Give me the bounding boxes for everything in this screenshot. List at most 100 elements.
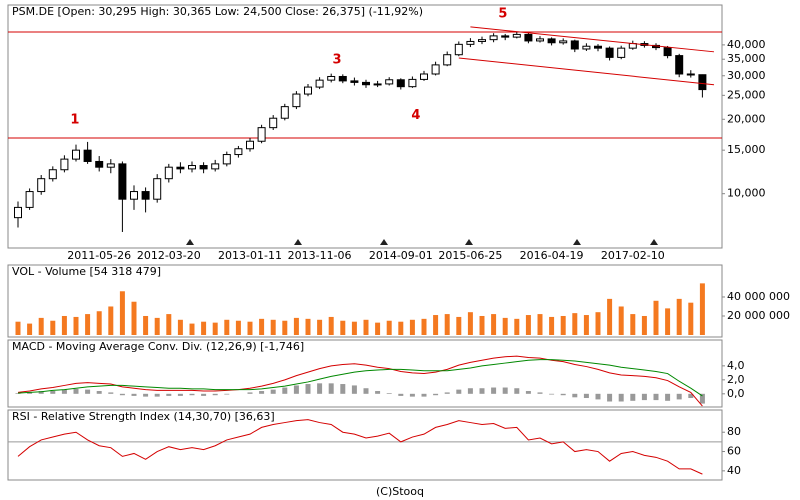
volume-bar xyxy=(235,320,241,335)
volume-bar xyxy=(305,318,311,335)
candle-body xyxy=(164,166,173,180)
histogram-bar xyxy=(131,393,137,396)
volume-bar xyxy=(630,314,636,335)
histogram-bar xyxy=(630,393,636,401)
histogram-bar xyxy=(108,392,114,394)
histogram-bar xyxy=(525,391,531,394)
histogram-bar xyxy=(560,393,566,396)
y-tick-label: 40,000 xyxy=(727,38,766,51)
volume-bar xyxy=(166,314,172,335)
histogram-bar xyxy=(282,387,288,394)
histogram-bar xyxy=(467,388,473,394)
volume-bar xyxy=(641,315,647,335)
volume-bar xyxy=(328,316,334,335)
histogram-bar xyxy=(73,388,79,394)
candle-body xyxy=(466,40,475,45)
histogram-bar xyxy=(119,393,125,396)
event-markers xyxy=(186,239,658,245)
candle-body xyxy=(37,178,46,193)
candle-body xyxy=(48,169,57,180)
x-tick-label: 2017-02-10 xyxy=(601,249,665,262)
candle-body xyxy=(269,117,278,129)
histogram-bar xyxy=(398,393,404,396)
candle-body xyxy=(280,106,289,119)
histogram-bar xyxy=(375,391,381,394)
histogram-bar xyxy=(618,393,624,402)
histogram-bar xyxy=(514,388,520,394)
candle-body xyxy=(246,140,254,150)
volume-bar xyxy=(317,319,323,335)
volume-bar xyxy=(27,323,33,335)
candle-body xyxy=(512,33,521,38)
histogram-bar xyxy=(224,393,230,395)
candle-body xyxy=(617,47,626,58)
candle-body xyxy=(211,163,220,170)
volume-bar xyxy=(177,319,183,335)
candle-body xyxy=(686,73,695,76)
volume-bar xyxy=(398,321,404,335)
volume-title: VOL - Volume [54 318 479] xyxy=(12,265,161,278)
y-tick-label: 2,0 xyxy=(727,373,745,386)
histogram-bar xyxy=(317,383,323,394)
y-tick-label: 80 xyxy=(727,425,741,438)
y-tick-label: 40 000 000 xyxy=(727,290,790,303)
candle-body xyxy=(396,79,405,88)
volume-bar xyxy=(409,319,415,335)
volume-bar xyxy=(421,318,427,335)
histogram-bar xyxy=(212,393,218,396)
volume-bar xyxy=(50,320,56,335)
candle-body xyxy=(95,160,104,168)
volume-bar xyxy=(456,316,462,335)
histogram-bar xyxy=(143,393,149,397)
candle-body xyxy=(257,127,266,142)
x-tick-label: 2013-11-06 xyxy=(288,249,352,262)
annotation: 3 xyxy=(332,52,341,67)
candle-body xyxy=(443,54,452,66)
volume-bar xyxy=(108,306,114,335)
histogram-bar xyxy=(456,389,462,394)
y-tick-label: 40 xyxy=(727,464,741,477)
candle-body xyxy=(431,64,440,75)
candle-body xyxy=(373,83,382,86)
candle-body xyxy=(304,86,312,95)
volume-bar xyxy=(688,302,694,335)
y-tick-label: 0,0 xyxy=(727,387,745,400)
histogram-bar xyxy=(189,393,195,396)
volume-bar xyxy=(572,313,578,335)
volume-bar xyxy=(15,321,21,335)
histogram-bar xyxy=(154,393,160,397)
candle-body xyxy=(478,39,486,42)
volume-bar xyxy=(212,322,218,335)
volume-bar xyxy=(224,319,230,335)
volume-bar xyxy=(699,283,705,335)
candle-body xyxy=(559,40,568,44)
candle-body xyxy=(83,149,92,162)
histogram-bar xyxy=(595,393,601,400)
candle-body xyxy=(176,166,185,170)
histogram-bar xyxy=(641,393,647,401)
candle-body xyxy=(234,148,243,156)
histogram-bar xyxy=(699,393,705,404)
candle-body xyxy=(14,206,22,219)
histogram-bar xyxy=(293,385,299,394)
candle-body xyxy=(141,191,150,200)
histogram-bar xyxy=(676,393,682,400)
candle-body xyxy=(130,191,138,200)
y-tick-label: 10,000 xyxy=(727,187,766,200)
candle-body xyxy=(570,40,579,50)
volume-bar xyxy=(479,315,485,335)
y-tick-label: 4,0 xyxy=(727,359,745,372)
volume-bar xyxy=(282,320,288,335)
volume-bar xyxy=(549,316,555,335)
x-tick-label: 2015-06-25 xyxy=(438,249,502,262)
volume-bar xyxy=(665,308,671,335)
candle-body xyxy=(188,165,196,170)
candle-body xyxy=(315,79,324,88)
histogram-bar xyxy=(421,393,427,397)
volume-bar xyxy=(38,317,44,335)
candle-body xyxy=(72,149,80,160)
histogram-bar xyxy=(259,391,265,394)
volume-bar xyxy=(537,314,543,335)
candle-body xyxy=(385,79,394,85)
volume-bar xyxy=(154,317,160,335)
